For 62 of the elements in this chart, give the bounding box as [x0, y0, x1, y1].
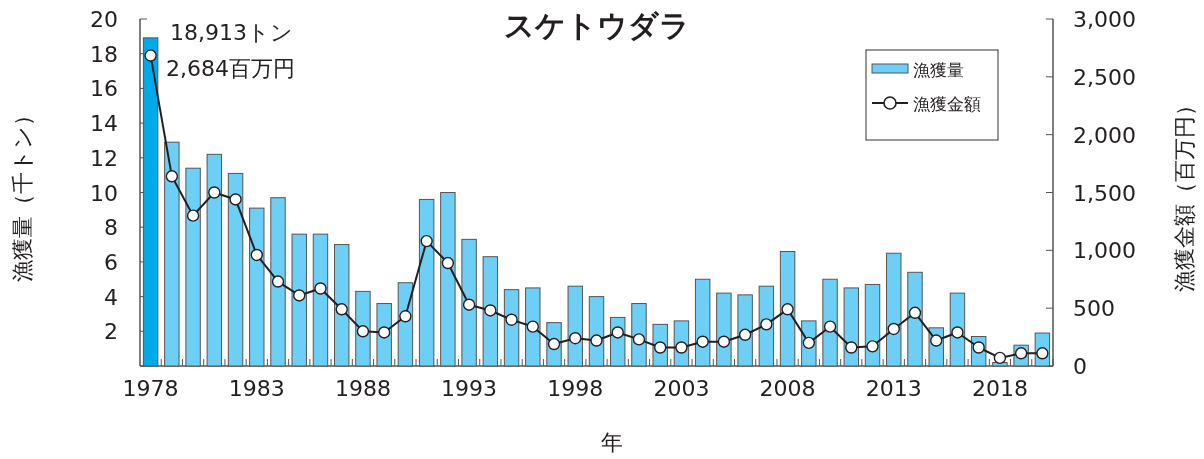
- x-tick-label: 1993: [441, 376, 498, 401]
- point: [186, 209, 200, 222]
- point: [951, 326, 964, 339]
- y-tick-label: 18: [90, 41, 118, 67]
- point: [208, 186, 221, 199]
- chart-title: スケトウダラ: [503, 8, 690, 43]
- point: [229, 193, 242, 206]
- y-tick-label: 8: [104, 215, 118, 241]
- x-tick-label: 2013: [865, 376, 922, 401]
- x-tick-label: 1988: [334, 376, 391, 401]
- y2-tick-label: 0: [1073, 354, 1087, 379]
- y2-tick-label: 1,000: [1073, 238, 1136, 264]
- y-axis-title: 漁獲量（千トン）: [10, 103, 35, 282]
- x-axis-title: 年: [600, 430, 623, 455]
- y-tick-label: 2: [104, 319, 118, 345]
- point: [250, 248, 263, 262]
- point: [271, 275, 285, 288]
- y-tick-label: 16: [90, 76, 118, 102]
- y2-tick-label: 2,000: [1073, 122, 1136, 148]
- point: [781, 303, 794, 316]
- y-tick-label: 4: [104, 284, 118, 310]
- y-tick-label: 14: [90, 111, 118, 137]
- y2-axis-title: 漁獲金額（百万円）: [1172, 93, 1197, 292]
- point: [845, 341, 858, 354]
- point: [335, 303, 348, 316]
- point: [420, 234, 433, 248]
- y2-tick-label: 3,000: [1073, 7, 1136, 32]
- point: [696, 335, 709, 348]
- point: [441, 256, 455, 270]
- y2-tick-label: 1,500: [1073, 180, 1136, 206]
- legend-label: 漁獲量: [913, 60, 964, 80]
- y-tick-label: 10: [90, 180, 118, 206]
- x-tick-label: 1978: [122, 376, 179, 401]
- point: [632, 333, 646, 346]
- x-tick-label: 2018: [971, 376, 1028, 401]
- point: [462, 298, 476, 311]
- y-tick-label: 12: [90, 145, 118, 171]
- point: [377, 326, 391, 339]
- point: [356, 325, 370, 338]
- point: [866, 340, 879, 353]
- point: [505, 313, 518, 326]
- point: [293, 289, 306, 302]
- legend-label: 漁獲金額: [913, 94, 981, 114]
- x-tick-label: 1983: [228, 376, 285, 401]
- point: [611, 326, 624, 339]
- x-tick-label: 2008: [759, 376, 816, 401]
- x-tick-label: 1998: [547, 376, 604, 401]
- point: [399, 310, 412, 323]
- point: [144, 49, 157, 62]
- y2-tick-label: 500: [1073, 296, 1115, 322]
- point: [165, 170, 179, 183]
- point: [314, 282, 327, 295]
- annotation: 18,913トン: [170, 20, 293, 45]
- point: [484, 304, 497, 317]
- point: [590, 334, 603, 347]
- annotation: 2,684百万円: [166, 56, 295, 81]
- point: [887, 322, 900, 336]
- x-tick-label: 2003: [653, 376, 710, 401]
- y-tick-label: 20: [90, 7, 118, 32]
- point: [993, 351, 1007, 365]
- y2-tick-label: 2,500: [1073, 64, 1136, 90]
- y-tick-label: 6: [104, 249, 118, 275]
